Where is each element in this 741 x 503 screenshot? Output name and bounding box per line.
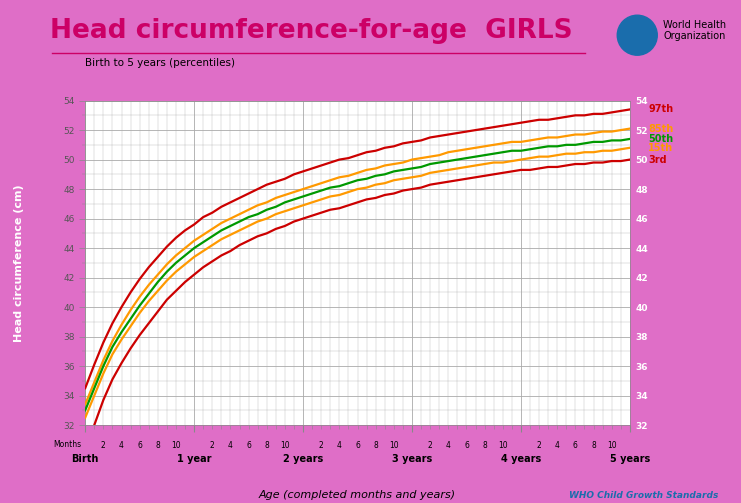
Text: 3 years: 3 years	[392, 454, 432, 464]
Text: 4: 4	[337, 441, 342, 450]
Text: WHO Child Growth Standards: WHO Child Growth Standards	[569, 491, 719, 500]
Text: 1 year: 1 year	[177, 454, 211, 464]
Text: 8: 8	[591, 441, 596, 450]
Text: 2: 2	[210, 441, 215, 450]
Text: 10: 10	[171, 441, 181, 450]
Text: Organization: Organization	[663, 31, 725, 41]
Text: 10: 10	[280, 441, 290, 450]
Text: 85th: 85th	[648, 124, 674, 134]
Text: 10: 10	[607, 441, 617, 450]
Text: 5 years: 5 years	[610, 454, 650, 464]
Text: Birth to 5 years (percentiles): Birth to 5 years (percentiles)	[85, 58, 235, 68]
Text: 50th: 50th	[648, 134, 674, 144]
Text: 3rd: 3rd	[648, 154, 667, 164]
Text: 6: 6	[573, 441, 578, 450]
Text: Head circumference-for-age  GIRLS: Head circumference-for-age GIRLS	[50, 18, 573, 44]
Text: 2: 2	[101, 441, 106, 450]
Text: 10: 10	[498, 441, 508, 450]
Text: 6: 6	[464, 441, 469, 450]
Text: 15th: 15th	[648, 143, 674, 153]
Text: 6: 6	[355, 441, 360, 450]
Text: 8: 8	[156, 441, 160, 450]
Text: 8: 8	[265, 441, 269, 450]
Text: Age (completed months and years): Age (completed months and years)	[259, 490, 456, 500]
Text: 4: 4	[228, 441, 233, 450]
Text: 2 years: 2 years	[283, 454, 323, 464]
Text: 4: 4	[555, 441, 559, 450]
Text: Head circumference (cm): Head circumference (cm)	[13, 184, 24, 342]
Text: 4: 4	[119, 441, 124, 450]
Circle shape	[617, 15, 657, 55]
Text: 6: 6	[246, 441, 251, 450]
Text: 2: 2	[428, 441, 433, 450]
Text: World Health: World Health	[663, 20, 726, 30]
Text: Birth: Birth	[72, 454, 99, 464]
Text: 8: 8	[482, 441, 487, 450]
Text: 4: 4	[446, 441, 451, 450]
Text: 2: 2	[536, 441, 542, 450]
Text: 2: 2	[319, 441, 324, 450]
Text: 97th: 97th	[648, 105, 674, 115]
Text: Months: Months	[53, 440, 82, 449]
Text: 6: 6	[137, 441, 142, 450]
Text: 4 years: 4 years	[501, 454, 541, 464]
Text: 8: 8	[373, 441, 378, 450]
Text: 10: 10	[389, 441, 399, 450]
